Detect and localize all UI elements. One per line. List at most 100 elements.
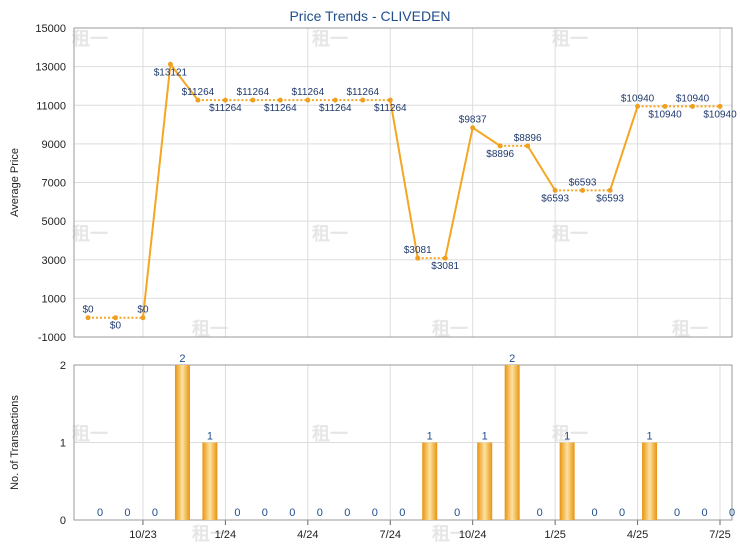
data-label: $11264: [237, 87, 270, 98]
data-label: $10940: [648, 109, 682, 120]
data-point: [470, 125, 476, 131]
data-label: $11264: [319, 103, 352, 114]
data-label: $6593: [569, 177, 597, 188]
watermark-text: 租一: [432, 523, 468, 544]
data-label: $10940: [703, 109, 737, 120]
watermark-text: 租一: [552, 423, 588, 444]
x-tick-label: 10/23: [129, 529, 157, 541]
data-label: $10940: [676, 93, 710, 104]
data-point: [332, 97, 338, 103]
bar-count-label: 0: [97, 507, 103, 519]
bar: [422, 442, 438, 520]
data-point: [305, 97, 311, 103]
x-tick-label: 4/25: [627, 529, 648, 541]
bar-count-label: 0: [592, 507, 598, 519]
watermark-text: 租一: [672, 318, 708, 339]
y-tick-label: -1000: [38, 332, 66, 344]
bar-count-label: 0: [124, 507, 130, 519]
y-axis-label: No. of Transactions: [9, 395, 21, 490]
y-tick-label: 7000: [42, 178, 66, 190]
y-axis-label: Average Price: [9, 148, 21, 217]
data-label: $11264: [374, 103, 407, 114]
y-tick-label: 5000: [42, 216, 66, 228]
watermark-text: 租一: [72, 28, 108, 49]
data-label: $11264: [182, 87, 215, 98]
watermark-text: 租一: [192, 318, 228, 339]
x-tick-label: 4/24: [297, 529, 318, 541]
data-label: $8896: [486, 149, 514, 160]
bar: [504, 365, 520, 520]
data-point: [525, 143, 531, 149]
data-point: [635, 103, 641, 109]
bar: [642, 442, 658, 520]
watermark-text: 租一: [552, 28, 588, 49]
plot-frame: [73, 27, 733, 338]
data-point: [195, 97, 201, 103]
watermark-text: 租一: [192, 523, 228, 544]
bar-count-label: 1: [207, 431, 213, 443]
data-label: $10940: [621, 93, 655, 104]
bar-count-label: 0: [289, 507, 295, 519]
data-point: [112, 315, 118, 321]
data-point: [277, 97, 283, 103]
bar-count-label: 0: [399, 507, 405, 519]
data-point: [85, 315, 91, 321]
bar-count-label: 0: [537, 507, 543, 519]
x-tick-label: 7/25: [709, 529, 730, 541]
data-label: $8896: [514, 133, 542, 144]
data-point: [717, 103, 723, 109]
bar-count-label: 1: [482, 431, 488, 443]
bar-count-label: 2: [179, 353, 185, 365]
data-label: $11264: [264, 103, 297, 114]
data-point: [662, 103, 668, 109]
bar-count-label: 0: [317, 507, 323, 519]
y-tick-label: 1000: [42, 293, 66, 305]
data-label: $0: [110, 321, 122, 332]
data-label: $11264: [292, 87, 325, 98]
watermark-text: 租一: [552, 223, 588, 244]
bar-count-label: 0: [619, 507, 625, 519]
y-tick-label: 3000: [42, 255, 66, 267]
y-tick-label: 11000: [36, 100, 66, 112]
x-tick-label: 10/24: [459, 529, 487, 541]
bar-count-label: 0: [729, 507, 735, 519]
series-segment: [472, 126, 501, 147]
data-point: [387, 97, 393, 103]
data-label: $3081: [404, 245, 432, 256]
y-tick-label: 2: [60, 360, 66, 372]
bar-count-label: 0: [674, 507, 680, 519]
y-tick-label: 9000: [42, 139, 66, 151]
data-point: [415, 255, 421, 261]
data-label: $13121: [154, 67, 188, 78]
watermark-text: 租一: [432, 318, 468, 339]
y-tick-label: 1: [60, 438, 66, 450]
bar: [559, 442, 575, 520]
x-tick-label: 7/24: [380, 529, 401, 541]
bar-count-label: 0: [262, 507, 268, 519]
bar-count-label: 0: [344, 507, 350, 519]
data-label: $6593: [596, 193, 624, 204]
data-label: $6593: [541, 193, 569, 204]
series-segment: [609, 106, 639, 191]
bar: [174, 365, 190, 520]
bar-count-label: 0: [454, 507, 460, 519]
series-segment: [389, 99, 419, 259]
series-segment: [141, 64, 172, 318]
series-segment: [444, 127, 474, 259]
bar-count-label: 1: [647, 431, 653, 443]
data-point: [607, 187, 613, 193]
bar-count-label: 0: [234, 507, 240, 519]
data-label: $11264: [209, 103, 242, 114]
watermark-text: 租一: [72, 223, 108, 244]
data-label: $11264: [346, 87, 379, 98]
x-tick-label: 1/25: [544, 529, 565, 541]
data-point: [250, 97, 256, 103]
y-tick-label: 15000: [35, 23, 66, 35]
y-tick-label: 13000: [35, 62, 66, 74]
bar-count-label: 1: [564, 431, 570, 443]
data-label: $0: [82, 305, 94, 316]
bar-count-label: 0: [152, 507, 158, 519]
data-point: [690, 103, 696, 109]
data-point: [497, 143, 503, 149]
